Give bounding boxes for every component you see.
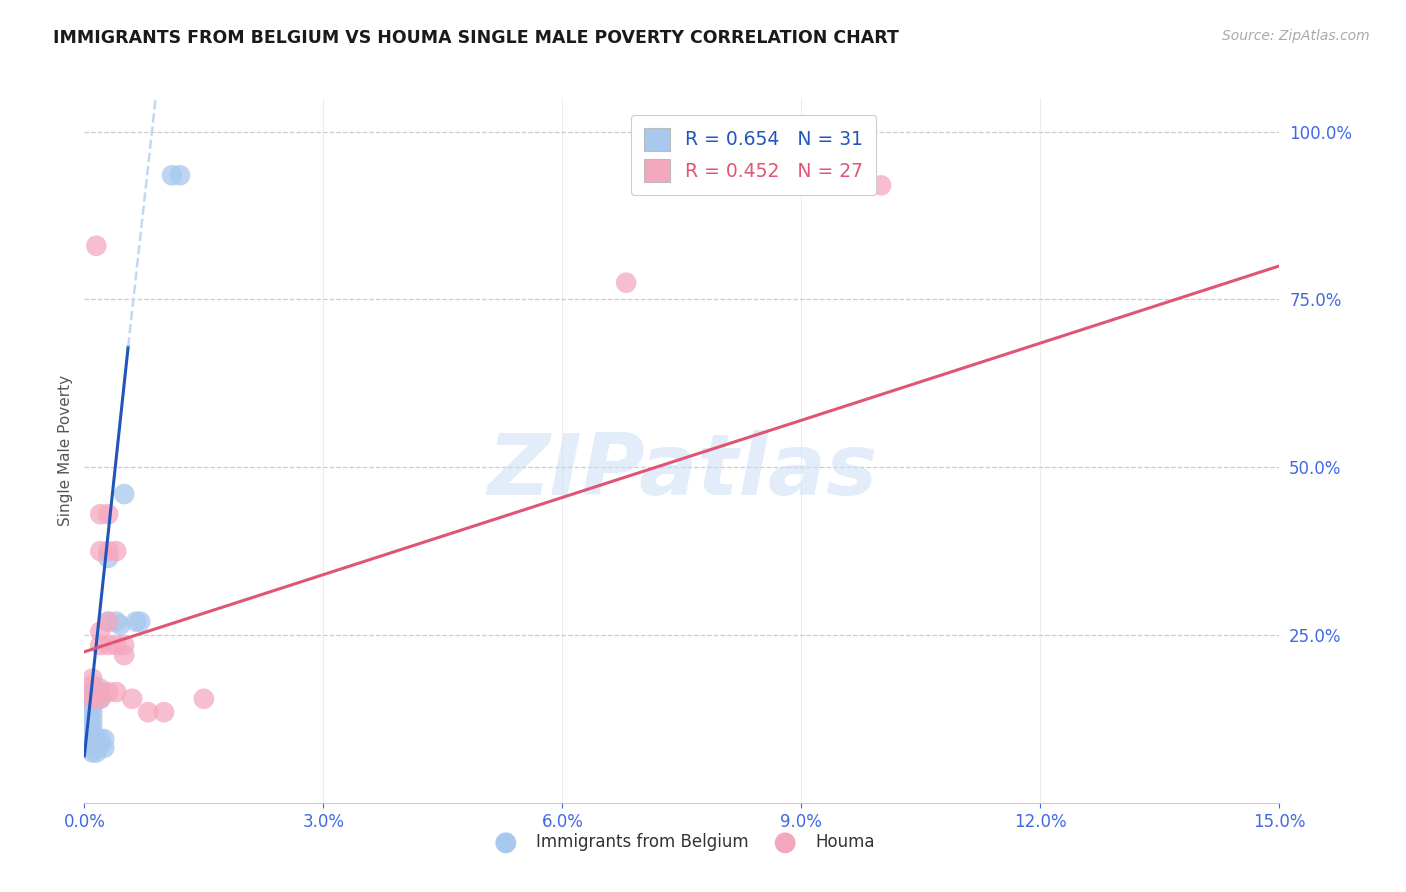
Point (160, 169, 183, 183)
Point (89, 624, 111, 639)
Text: ZIPatlas: ZIPatlas (486, 430, 877, 513)
Point (97, 615, 120, 629)
Point (89, 691, 111, 706)
Point (93, 740, 115, 755)
Point (89, 685, 111, 699)
Point (153, 705, 176, 719)
Point (93, 732, 115, 747)
Point (82, 712, 104, 726)
Point (82, 725, 104, 739)
Point (136, 705, 159, 719)
Point (82, 691, 104, 706)
Point (97, 550, 120, 565)
Point (112, 648, 135, 662)
Point (614, 276, 637, 290)
Point (82, 685, 104, 699)
Point (86, 691, 108, 706)
Point (125, 615, 148, 629)
Point (86, 732, 108, 747)
Point (82, 698, 104, 713)
Point (97, 638, 120, 652)
Point (89, 739, 111, 753)
Point (82, 739, 104, 753)
Point (82, 732, 104, 747)
Point (121, 691, 143, 706)
Point (105, 615, 128, 629)
Point (105, 638, 128, 652)
Point (86, 746, 108, 760)
Point (97, 544, 120, 558)
Text: Source: ZipAtlas.com: Source: ZipAtlas.com (1222, 29, 1369, 43)
Point (89, 691, 111, 706)
Point (105, 685, 128, 699)
Point (82, 685, 104, 699)
Point (89, 732, 111, 747)
Point (82, 718, 104, 732)
Legend: Immigrants from Belgium, Houma: Immigrants from Belgium, Houma (482, 827, 882, 858)
Point (83, 735, 105, 749)
Point (169, 169, 191, 183)
Point (83, 742, 105, 756)
Point (870, 178, 893, 193)
Point (82, 678, 104, 692)
Point (112, 487, 135, 501)
Point (86, 739, 108, 753)
Point (105, 544, 128, 558)
Point (129, 615, 152, 629)
Point (86, 239, 108, 253)
Point (110, 618, 132, 632)
Point (82, 746, 104, 760)
Point (82, 672, 104, 686)
Point (82, 691, 104, 706)
Point (89, 507, 111, 521)
Point (193, 691, 215, 706)
Point (89, 638, 111, 652)
Y-axis label: Single Male Poverty: Single Male Poverty (58, 375, 73, 526)
Point (97, 685, 120, 699)
Point (97, 615, 120, 629)
Point (112, 638, 135, 652)
Point (82, 705, 104, 719)
Point (97, 507, 120, 521)
Point (89, 544, 111, 558)
Point (89, 681, 111, 696)
Text: IMMIGRANTS FROM BELGIUM VS HOUMA SINGLE MALE POVERTY CORRELATION CHART: IMMIGRANTS FROM BELGIUM VS HOUMA SINGLE … (53, 29, 900, 46)
